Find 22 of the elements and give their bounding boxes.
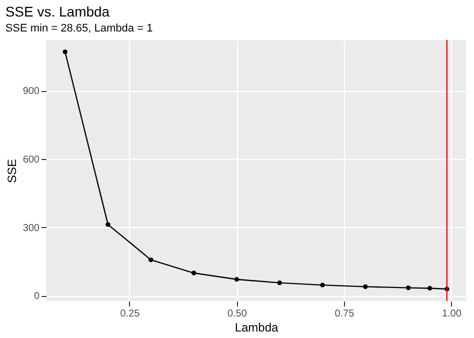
y-tick-label: 600 [22,154,40,166]
x-tick-label: 0.75 [334,308,355,320]
chart-subtitle: SSE min = 28.65, Lambda = 1 [5,22,153,34]
x-tick-label: 0.50 [227,308,248,320]
x-tick-label: 1.00 [442,308,462,320]
point [277,280,282,286]
chart-title: SSE vs. Lambda [5,3,110,20]
y-axis-title: SSE [4,158,19,184]
point [320,282,325,288]
y-tick-label: 0 [34,291,40,302]
x-tick-label: 0.25 [120,308,140,320]
point [234,277,240,282]
point [427,286,432,291]
point [106,222,110,227]
y-tick-label: 900 [22,86,40,98]
point [148,257,154,262]
point [406,285,411,290]
x-axis-title: Lambda [234,320,279,334]
point [363,284,368,290]
point [62,49,68,54]
point [191,270,196,276]
y-tick-label: 300 [22,222,40,234]
